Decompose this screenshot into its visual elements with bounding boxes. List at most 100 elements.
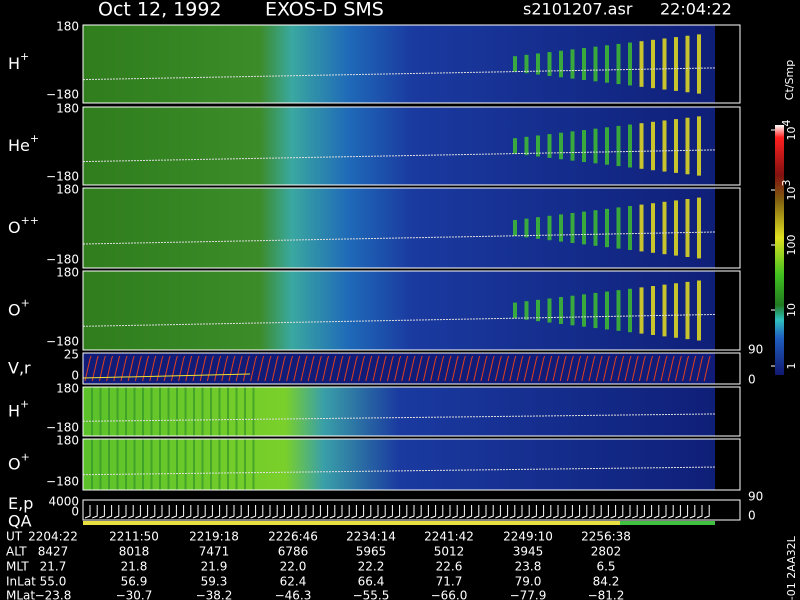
burst [513,302,517,319]
burst [685,117,690,175]
burst [570,295,575,326]
stripe [227,439,229,490]
label-charge: + [21,297,30,310]
cell: 5965 [356,545,387,559]
cell: −81.2 [588,589,625,600]
burst [524,54,529,74]
footer: Feb-01 2AA32L [785,535,798,600]
burst [513,220,517,236]
panel-frame [82,24,741,104]
stripe [99,439,102,490]
yellow-trace [82,373,251,379]
stripe [142,387,144,436]
burst [593,46,598,82]
spectrogram [83,107,715,185]
trace [82,413,716,422]
cell: −77.9 [510,589,547,600]
burst [674,283,678,338]
cell: 8427 [38,545,69,559]
label-charge: ++ [21,214,39,227]
cell: 84.2 [593,575,620,589]
y-tick-label: 180 [56,183,79,197]
burst [547,52,552,76]
stripe [142,439,144,490]
y-tick-label: 180 [56,20,79,34]
trace [82,466,716,476]
velocity-trace [84,355,711,382]
stripe [116,387,119,436]
panel-frame [82,386,741,437]
panel-label: E,p [8,494,33,513]
tick-base: 100 [785,235,798,256]
qa-bar [83,521,623,525]
stripe [116,439,119,490]
label-charge: + [21,451,30,464]
stripe [235,387,238,436]
tick-base: 10 [785,127,798,141]
burst [651,39,655,89]
stripe [193,439,195,490]
stripe [133,439,136,490]
cell: 2234:14 [346,530,396,544]
stripe [159,387,161,436]
burst [582,130,586,162]
burst [605,291,609,330]
stripe [193,387,195,436]
trace [82,67,716,81]
stripe [176,387,178,436]
burst [536,53,540,75]
burst [547,215,552,241]
burst [616,43,621,85]
burst [616,125,621,167]
burst [651,286,655,335]
cell: −66.0 [431,589,468,600]
stripe [218,387,221,436]
qa-bar-good [620,521,715,525]
burst [685,199,690,257]
cell: 22.2 [358,560,385,574]
cell: 59.3 [201,575,228,589]
stripe [201,439,204,490]
cell: 5012 [434,545,465,559]
burst [547,298,552,323]
burst [639,41,644,87]
cell: 2802 [591,545,622,559]
y-tick-label: 4000 [48,495,79,509]
burst [685,35,690,93]
burst [559,132,563,160]
spectrogram [83,387,715,436]
label-charge: + [20,398,29,411]
stripe [159,439,161,490]
burst [616,207,621,249]
stripe [252,387,255,436]
label-text: V,r [8,358,31,377]
stripe [210,439,212,490]
cell: 2249:10 [503,530,553,544]
stripe [99,387,102,436]
burst [639,123,644,169]
burst [559,50,563,78]
stripe [91,387,93,436]
stripe [201,387,204,436]
panel-label: H+ [8,398,29,421]
stripe [108,387,110,436]
stripe [252,439,255,490]
burst [697,34,701,94]
energy-trace [84,505,710,519]
cell: −30.7 [116,589,153,600]
burst [605,127,609,165]
stripe [91,439,93,490]
stripe [244,439,246,490]
file-name: s2101207.asr [523,0,633,19]
y-tick-label: 180 [56,102,79,116]
mission: EXOS-D SMS [265,0,384,21]
label-charge: + [30,132,39,145]
y-tick-label: 25 [64,348,79,362]
stripe [133,387,136,436]
cell: 56.9 [121,575,148,589]
burst [662,120,667,172]
time: 22:04:22 [660,0,732,19]
burst [524,218,529,238]
tick-base: 10 [785,303,798,317]
